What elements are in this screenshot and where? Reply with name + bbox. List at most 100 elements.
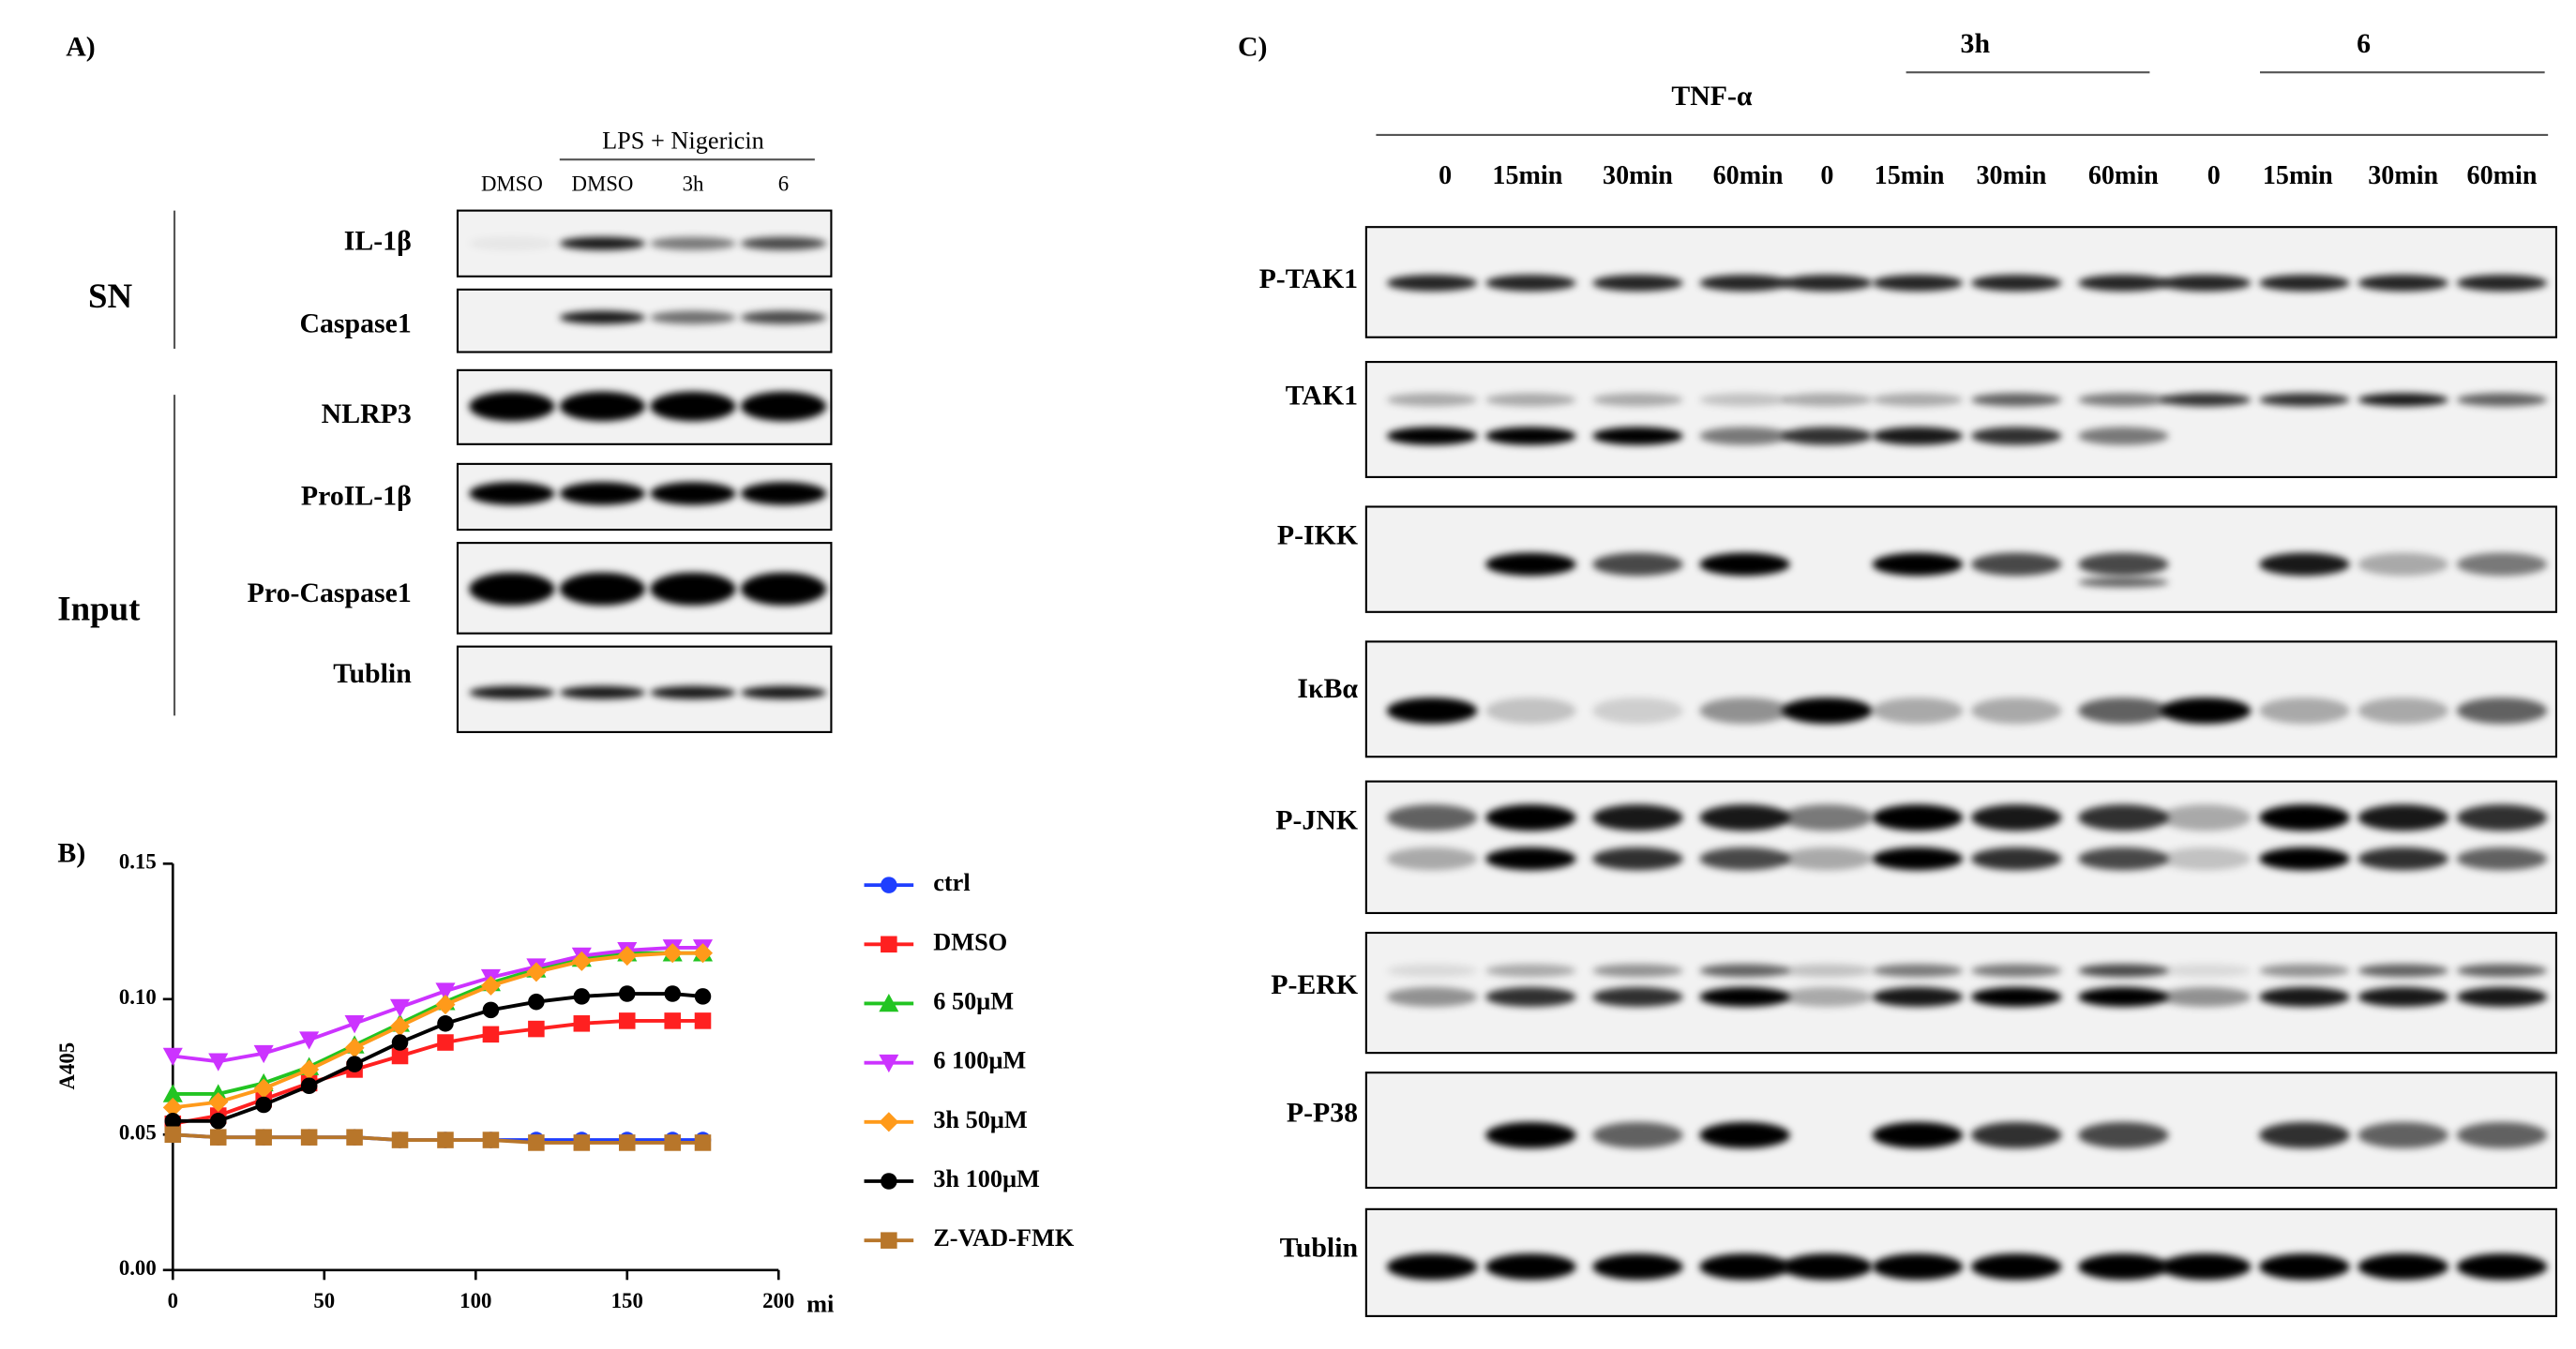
band <box>1699 697 1790 725</box>
band <box>2160 393 2252 407</box>
row-label: P-IKK <box>1277 520 1358 551</box>
row-label: ProIL-1β <box>301 481 412 512</box>
marker <box>209 1129 227 1146</box>
row-label: TAK1 <box>1286 381 1358 412</box>
band <box>2456 697 2548 725</box>
band <box>2456 804 2548 832</box>
group-label: SN <box>88 277 132 315</box>
band <box>1872 804 1964 832</box>
blot <box>1364 780 2557 915</box>
x-tick-label: 0 <box>168 1289 178 1312</box>
marker <box>881 936 897 953</box>
marker <box>528 993 545 1011</box>
marker <box>437 1015 454 1032</box>
band <box>1970 393 2062 407</box>
band <box>1485 986 1576 1007</box>
band <box>740 685 827 699</box>
band <box>1592 697 1683 725</box>
band <box>1970 697 2062 725</box>
band <box>2259 697 2350 725</box>
band <box>1872 1253 1964 1281</box>
band <box>650 482 736 505</box>
band <box>2078 275 2169 292</box>
marker <box>573 1134 591 1151</box>
marker <box>482 1132 500 1148</box>
band <box>469 391 555 422</box>
marker <box>573 988 591 1005</box>
lane-label: 30min <box>2368 161 2438 190</box>
band <box>1699 393 1790 407</box>
x-tick-label: 50 <box>313 1289 335 1312</box>
band <box>2358 1253 2448 1281</box>
band <box>1970 986 2062 1007</box>
legend-label: 6 50μM <box>933 988 1014 1015</box>
marker <box>694 1012 712 1029</box>
marker <box>346 1056 363 1072</box>
lane-label: 0 <box>1820 161 1833 190</box>
band <box>559 391 646 422</box>
band <box>1782 1253 1873 1281</box>
lane-label: 15min <box>1492 161 1562 190</box>
marker <box>391 1132 409 1148</box>
marker <box>879 1054 899 1073</box>
band <box>1485 275 1576 292</box>
band <box>2078 964 2169 978</box>
band <box>1699 964 1790 978</box>
marker <box>346 1129 363 1146</box>
band <box>1970 1121 2062 1148</box>
band <box>1699 275 1790 292</box>
band <box>1872 393 1964 407</box>
band <box>1592 964 1683 978</box>
marker <box>528 1020 545 1038</box>
group-label: 6 <box>2357 28 2371 59</box>
band <box>2078 986 2169 1007</box>
band <box>1970 552 2062 577</box>
band <box>2160 847 2252 871</box>
row-label: Tublin <box>1280 1233 1359 1264</box>
marker <box>344 1015 365 1034</box>
lane-label: 15min <box>1875 161 1945 190</box>
band <box>1699 552 1790 577</box>
band <box>1386 847 1478 871</box>
band <box>2078 393 2169 407</box>
band <box>2358 697 2448 725</box>
marker <box>437 1132 454 1148</box>
band <box>559 482 646 505</box>
row-label: P-P38 <box>1287 1098 1358 1129</box>
row-label: P-ERK <box>1271 969 1358 1000</box>
marker <box>480 975 501 996</box>
band <box>1872 552 1964 577</box>
lane-label: 60min <box>2088 161 2159 190</box>
marker <box>879 1112 899 1132</box>
band <box>1970 847 2062 871</box>
band <box>1872 427 1964 445</box>
marker <box>391 1034 409 1051</box>
marker <box>300 1077 318 1095</box>
band <box>740 482 827 505</box>
lane-label: 15min <box>2263 161 2333 190</box>
treatment-label: LPS + Nigericin <box>602 127 764 155</box>
row-label: NLRP3 <box>322 398 412 429</box>
row-label: Pro-Caspase1 <box>248 577 412 608</box>
band <box>1386 986 1478 1007</box>
legend-label: 3h 50μM <box>933 1106 1028 1133</box>
band <box>1592 552 1683 577</box>
marker <box>208 1092 229 1113</box>
band <box>2160 804 2252 832</box>
band <box>469 685 555 699</box>
band <box>2456 964 2548 978</box>
marker <box>253 1078 274 1099</box>
marker <box>881 1232 897 1249</box>
band <box>1782 427 1873 445</box>
band <box>1699 1253 1790 1281</box>
marker <box>618 1134 636 1151</box>
band <box>2358 275 2448 292</box>
y-tick-label: 0.10 <box>119 985 157 1009</box>
band <box>469 236 555 250</box>
marker <box>389 998 411 1017</box>
band <box>1592 1121 1683 1148</box>
y-tick-label: 0.15 <box>119 850 157 874</box>
lane-label: 60min <box>1713 161 1784 190</box>
band <box>1386 804 1478 832</box>
band <box>2456 986 2548 1007</box>
